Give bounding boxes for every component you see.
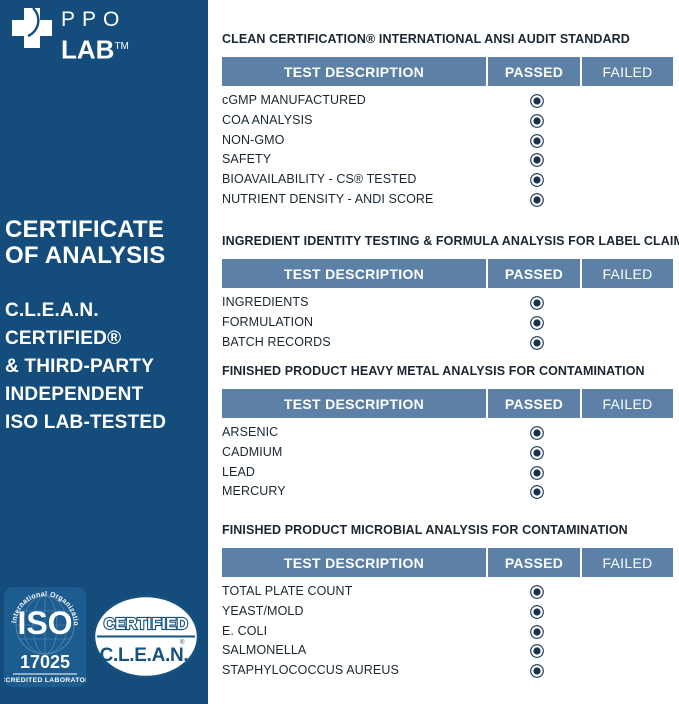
svg-text:CERTIFIED: CERTIFIED [104,616,189,633]
svg-text:C.L.E.A.N.: C.L.E.A.N. [100,645,189,666]
svg-text:®: ® [180,639,185,646]
svg-text:ACCREDITED LABORATORY: ACCREDITED LABORATORY [4,677,86,684]
svg-text:ISO: ISO [17,605,72,641]
svg-text:17025: 17025 [20,652,70,672]
